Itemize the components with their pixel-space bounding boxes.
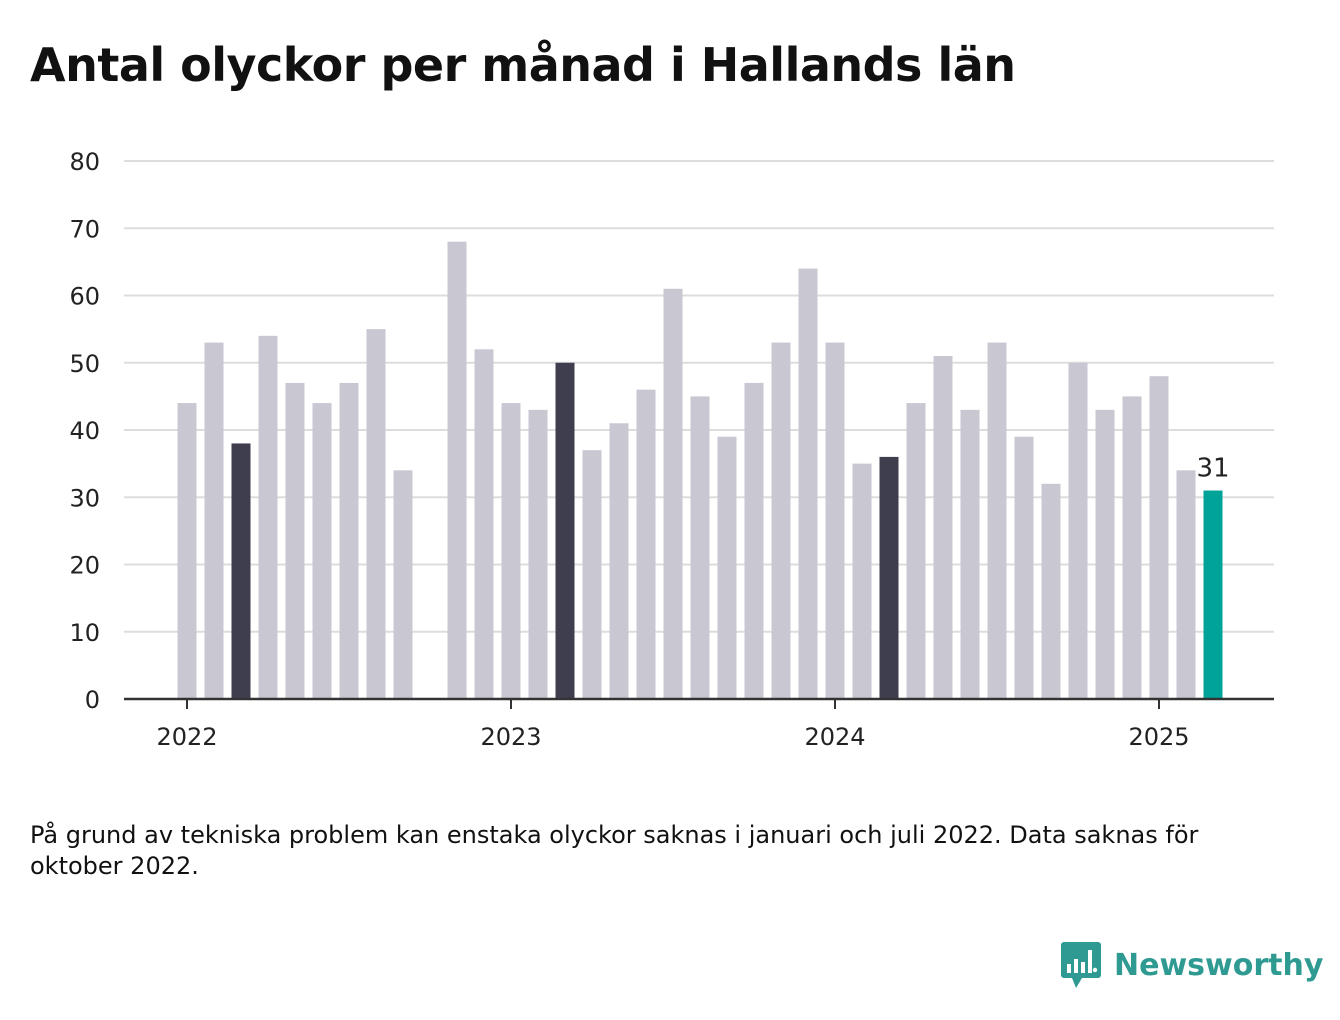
y-tick-label: 20	[69, 552, 100, 580]
bar-2023-08	[690, 396, 710, 699]
newsworthy-brand[interactable]: Newsworthy	[1060, 940, 1323, 990]
bar-2024-10	[1068, 362, 1088, 699]
y-axis-ticks: 0 10 20 30 40 50 60 70 80	[69, 148, 100, 714]
y-tick-label: 0	[85, 686, 100, 714]
bar-2024-06	[960, 409, 980, 699]
bar-2023-07	[663, 288, 683, 699]
x-tick-label: 2024	[804, 723, 865, 751]
bar-2024-09	[1041, 483, 1061, 699]
y-tick-label: 10	[69, 619, 100, 647]
bar-2025-01	[1149, 376, 1169, 699]
x-tick-label: 2025	[1128, 723, 1189, 751]
bar-2023-09	[717, 436, 737, 699]
bar-2023-12	[798, 268, 818, 699]
bar-2024-05	[933, 356, 953, 699]
bar-2022-01	[177, 403, 197, 699]
bar-2024-07	[987, 342, 1007, 699]
bar-2022-06	[312, 403, 332, 699]
y-tick-label: 30	[69, 484, 100, 512]
data-label: 31	[1196, 454, 1229, 484]
bar-2025-02	[1176, 470, 1196, 699]
bar-2024-12	[1122, 396, 1142, 699]
bar-2025-03	[1203, 490, 1223, 699]
bar-2022-11	[447, 241, 467, 699]
bar-2022-04	[258, 335, 278, 699]
y-tick-label: 70	[69, 215, 100, 243]
bar-2023-01	[501, 403, 521, 699]
bar-2023-10	[744, 382, 764, 699]
bar-2023-06	[636, 389, 656, 699]
bar-2022-07	[339, 382, 359, 699]
bar-2023-11	[771, 342, 791, 699]
bar-2022-12	[474, 349, 494, 699]
chart-title: Antal olyckor per månad i Hallands län	[30, 38, 1016, 92]
brand-name: Newsworthy	[1114, 947, 1324, 983]
bar-2024-04	[906, 403, 926, 699]
data-labels: 31	[1196, 454, 1229, 484]
y-tick-label: 40	[69, 417, 100, 445]
footnote: På grund av tekniska problem kan enstaka…	[30, 821, 1199, 880]
bar-2022-02	[204, 342, 224, 699]
x-tick-label: 2023	[480, 723, 541, 751]
bar-2023-04	[582, 450, 602, 699]
y-tick-label: 80	[69, 148, 100, 176]
y-tick-label: 50	[69, 350, 100, 378]
bars	[177, 241, 1223, 699]
bar-2022-08	[366, 329, 386, 699]
newsworthy-logo-icon	[1061, 942, 1101, 988]
x-axis: 2022 2023 2024 2025	[124, 697, 1274, 751]
bar-2022-05	[285, 382, 305, 699]
bar-2024-11	[1095, 409, 1115, 699]
bar-2023-03	[555, 362, 575, 699]
bar-2022-09	[393, 470, 413, 699]
bar-2023-02	[528, 409, 548, 699]
x-tick-label: 2022	[156, 723, 217, 751]
bar-2022-03	[231, 443, 251, 699]
bar-2024-02	[852, 463, 872, 699]
bar-2024-03	[879, 456, 899, 699]
bar-chart: 0 10 20 30 40 50 60 70 80 2022 2023 2024 2025 31	[69, 148, 1274, 751]
y-tick-label: 60	[69, 283, 100, 311]
bar-2023-05	[609, 423, 629, 699]
bar-2024-08	[1014, 436, 1034, 699]
bar-2024-01	[825, 342, 845, 699]
